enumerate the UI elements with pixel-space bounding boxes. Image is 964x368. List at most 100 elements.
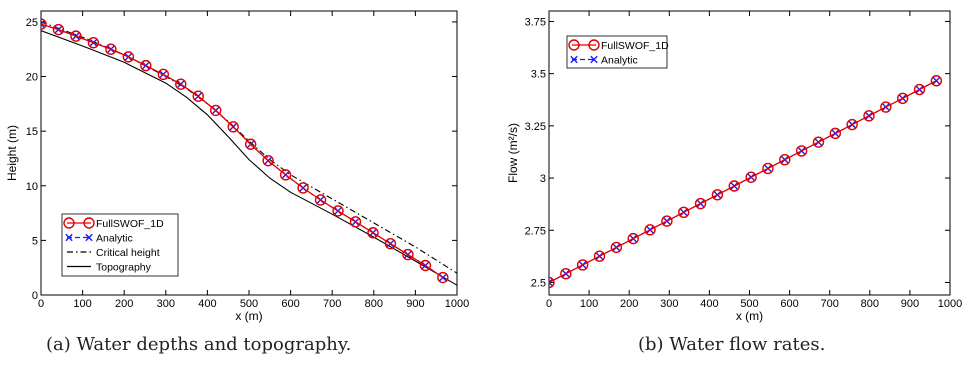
x-tick-label: 600 [281,298,299,310]
x-tick-label: 200 [620,298,638,310]
cross-stroke [65,233,73,242]
legend-marker [568,39,580,51]
y-tick-label: 0 [32,290,38,302]
chart-b: 0 100 200 300 400 500 600 700 800 900 1000 2.5 2.75 3… [506,10,962,323]
x-tick-label: 1000 [445,298,469,310]
x-tick-label: 900 [901,298,919,310]
data-point-fullswof-1d [644,224,656,236]
x-tick-label: 200 [115,298,133,310]
data-point-fullswof-1d [279,169,292,181]
data-point-fullswof-1d [829,127,842,140]
series-group [41,18,457,286]
cross-stroke [590,55,598,64]
data-point-fullswof-1d [314,194,327,206]
data-point-fullswof-1d [812,136,825,148]
data-point-fullswof-1d [593,250,606,262]
x-tick-label: 400 [700,298,718,310]
data-point-fullswof-1d [762,162,774,175]
legend-marker [588,39,600,51]
y-tick-label: 3 [540,173,546,185]
caption-a: (a) Water depths and topography. [46,334,352,355]
y-axis-label: Flow (m²/s) [506,123,520,183]
cross-stroke [549,281,553,287]
y-tick-label: 2.75 [525,225,546,237]
data-point-fullswof-1d [419,259,432,272]
y-tick-label: 20 [26,72,38,84]
data-point-fullswof-1d [846,118,858,131]
y-tick-label: 25 [26,17,38,29]
data-point-fullswof-1d [262,154,274,167]
x-tick-label: 100 [73,298,91,310]
data-point-fullswof-1d [576,259,589,271]
chart-a: 0 100 200 300 400 500 600 700 800 900 1000 0 5 10 15 20… [5,10,469,323]
legend: FullSWOF_1D Analytic Critical height Topogr… [61,213,179,277]
y-tick-label: 5 [32,235,38,247]
data-point-fullswof-1d [779,153,791,166]
series-line-fullswof-1d [41,23,444,279]
legend-label-fullswof-1d: FullSWOF_1D [96,218,164,230]
legend-label-analytic: Analytic [601,55,638,67]
data-point-fullswof-1d [880,101,892,113]
x-tick-label: 0 [546,298,552,310]
series-group [549,75,943,289]
cross-stroke [570,55,578,64]
data-point-fullswof-1d [745,171,757,183]
legend: FullSWOF_1D Analytic [566,35,669,69]
series-line-fullswof-1d [549,80,937,284]
data-point-fullswof-1d [175,78,187,90]
data-point-fullswof-1d [560,268,572,280]
data-point-fullswof-1d [863,110,875,122]
cross-stroke [85,233,93,242]
x-tick-label: 300 [660,298,678,310]
data-point-fullswof-1d [192,90,204,102]
legend-marker [590,55,598,64]
y-tick-label: 3.5 [531,69,546,81]
data-point-fullswof-1d [694,197,707,210]
caption-b: (b) Water flow rates. [638,334,826,355]
legend-label-topography: Topography [96,262,152,274]
data-point-fullswof-1d [122,51,135,63]
figure: 0 100 200 300 400 500 600 700 800 900 100005101520… [5,10,962,323]
x-tick-label: 800 [861,298,879,310]
data-point-fullswof-1d [795,145,808,157]
series-line-topography [41,30,457,286]
x-tick-label: 500 [240,298,258,310]
y-tick-label: 15 [26,126,38,138]
cross-stroke [41,23,45,28]
data-point-fullswof-1d [297,182,309,194]
legend-marker [63,217,75,229]
data-point-fullswof-1d [913,83,926,96]
data-point-fullswof-1d [402,248,414,261]
x-tick-label: 600 [780,298,798,310]
data-point-fullswof-1d [384,237,397,250]
data-point-analytic [41,20,45,28]
data-point-fullswof-1d [930,75,943,87]
data-point-fullswof-1d [52,23,65,36]
data-point-fullswof-1d [41,18,47,30]
legend-marker [83,217,95,229]
y-tick-label: 3.75 [525,16,546,28]
data-point-fullswof-1d [728,180,740,192]
x-tick-label: 700 [821,298,839,310]
x-tick-label: 400 [198,298,216,310]
data-point-fullswof-1d [349,216,362,228]
data-point-fullswof-1d [87,36,100,49]
data-point-fullswof-1d [140,59,152,72]
data-point-fullswof-1d [437,271,449,284]
data-point-fullswof-1d [70,30,82,42]
y-tick-label: 3.25 [525,121,546,133]
data-point-fullswof-1d [227,121,239,133]
legend-label-fullswof-1d: FullSWOF_1D [601,40,669,52]
x-tick-label: 300 [157,298,175,310]
y-tick-label: 10 [26,181,38,193]
cross-stroke [549,278,553,284]
x-tick-label: 500 [740,298,758,310]
data-point-fullswof-1d [105,43,117,55]
data-point-fullswof-1d [367,227,379,239]
legend-label-analytic: Analytic [96,233,133,245]
data-point-fullswof-1d [549,276,555,289]
x-tick-label: 700 [323,298,341,310]
legend-marker [85,233,93,242]
data-point-fullswof-1d [896,92,909,104]
x-tick-label: 0 [38,298,44,310]
